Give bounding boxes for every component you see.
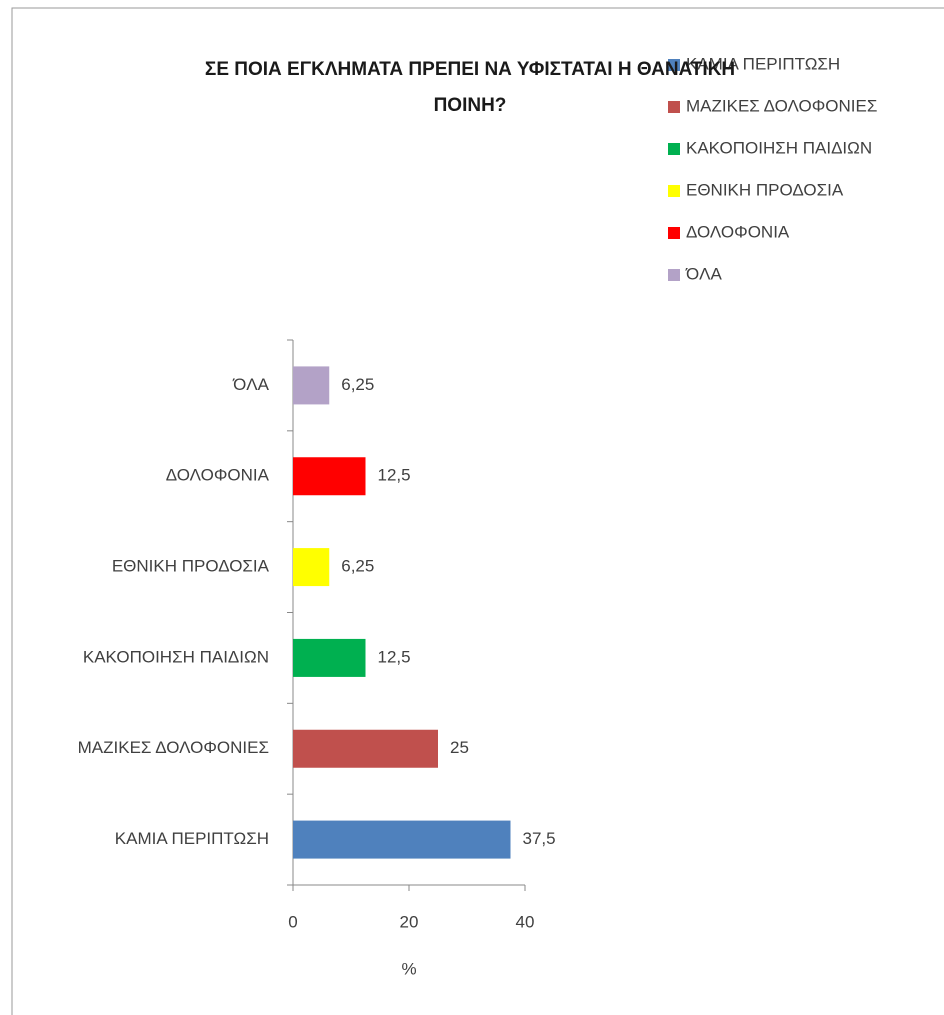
x-axis-label: % bbox=[401, 959, 416, 978]
legend-label: ΕΘΝΙΚΗ ΠΡΟΔΟΣΙΑ bbox=[686, 180, 844, 199]
legend-swatch bbox=[668, 185, 680, 197]
legend-label: ΌΛΑ bbox=[685, 264, 723, 283]
value-label: 25 bbox=[450, 738, 469, 757]
y-tick-label: ΕΘΝΙΚΗ ΠΡΟΔΟΣΙΑ bbox=[112, 557, 270, 576]
value-label: 6,25 bbox=[341, 557, 374, 576]
x-tick-label: 20 bbox=[400, 912, 419, 931]
legend-swatch bbox=[668, 227, 680, 239]
legend-label: ΚΑΚΟΠΟΙΗΣΗ ΠΑΙΔΙΩΝ bbox=[686, 138, 872, 157]
x-tick-label: 40 bbox=[516, 912, 535, 931]
value-label: 6,25 bbox=[341, 375, 374, 394]
y-tick-label: ΚΑΜΙΑ ΠΕΡΙΠΤΩΣΗ bbox=[115, 829, 269, 848]
y-tick-label: ΌΛΑ bbox=[232, 375, 270, 394]
legend-swatch bbox=[668, 59, 680, 71]
x-tick-label: 0 bbox=[288, 912, 297, 931]
bar bbox=[293, 548, 330, 587]
y-tick-label: ΜΑΖΙΚΕΣ ΔΟΛΟΦΟΝΙΕΣ bbox=[78, 738, 269, 757]
legend-swatch bbox=[668, 101, 680, 113]
legend-swatch bbox=[668, 143, 680, 155]
legend-label: ΜΑΖΙΚΕΣ ΔΟΛΟΦΟΝΙΕΣ bbox=[686, 96, 877, 115]
bar bbox=[293, 729, 438, 768]
bar bbox=[293, 638, 366, 677]
bar bbox=[293, 820, 511, 859]
bar bbox=[293, 366, 330, 405]
legend-swatch bbox=[668, 269, 680, 281]
legend-label: ΔΟΛΟΦΟΝΙΑ bbox=[686, 222, 790, 241]
y-tick-label: ΔΟΛΟΦΟΝΙΑ bbox=[166, 466, 270, 485]
bar bbox=[293, 457, 366, 496]
chart-title: ΣΕ ΠΟΙΑ ΕΓΚΛΗΜΑΤΑ ΠΡΕΠΕΙ ΝΑ ΥΦΙΣΤΑΤΑΙ Η … bbox=[204, 59, 736, 116]
y-tick-label: ΚΑΚΟΠΟΙΗΣΗ ΠΑΙΔΙΩΝ bbox=[83, 647, 269, 666]
value-label: 12,5 bbox=[378, 647, 411, 666]
chart-frame bbox=[11, 7, 944, 1015]
legend-label: ΚΑΜΙΑ ΠΕΡΙΠΤΩΣΗ bbox=[686, 54, 840, 73]
value-label: 12,5 bbox=[378, 466, 411, 485]
value-label: 37,5 bbox=[523, 829, 556, 848]
